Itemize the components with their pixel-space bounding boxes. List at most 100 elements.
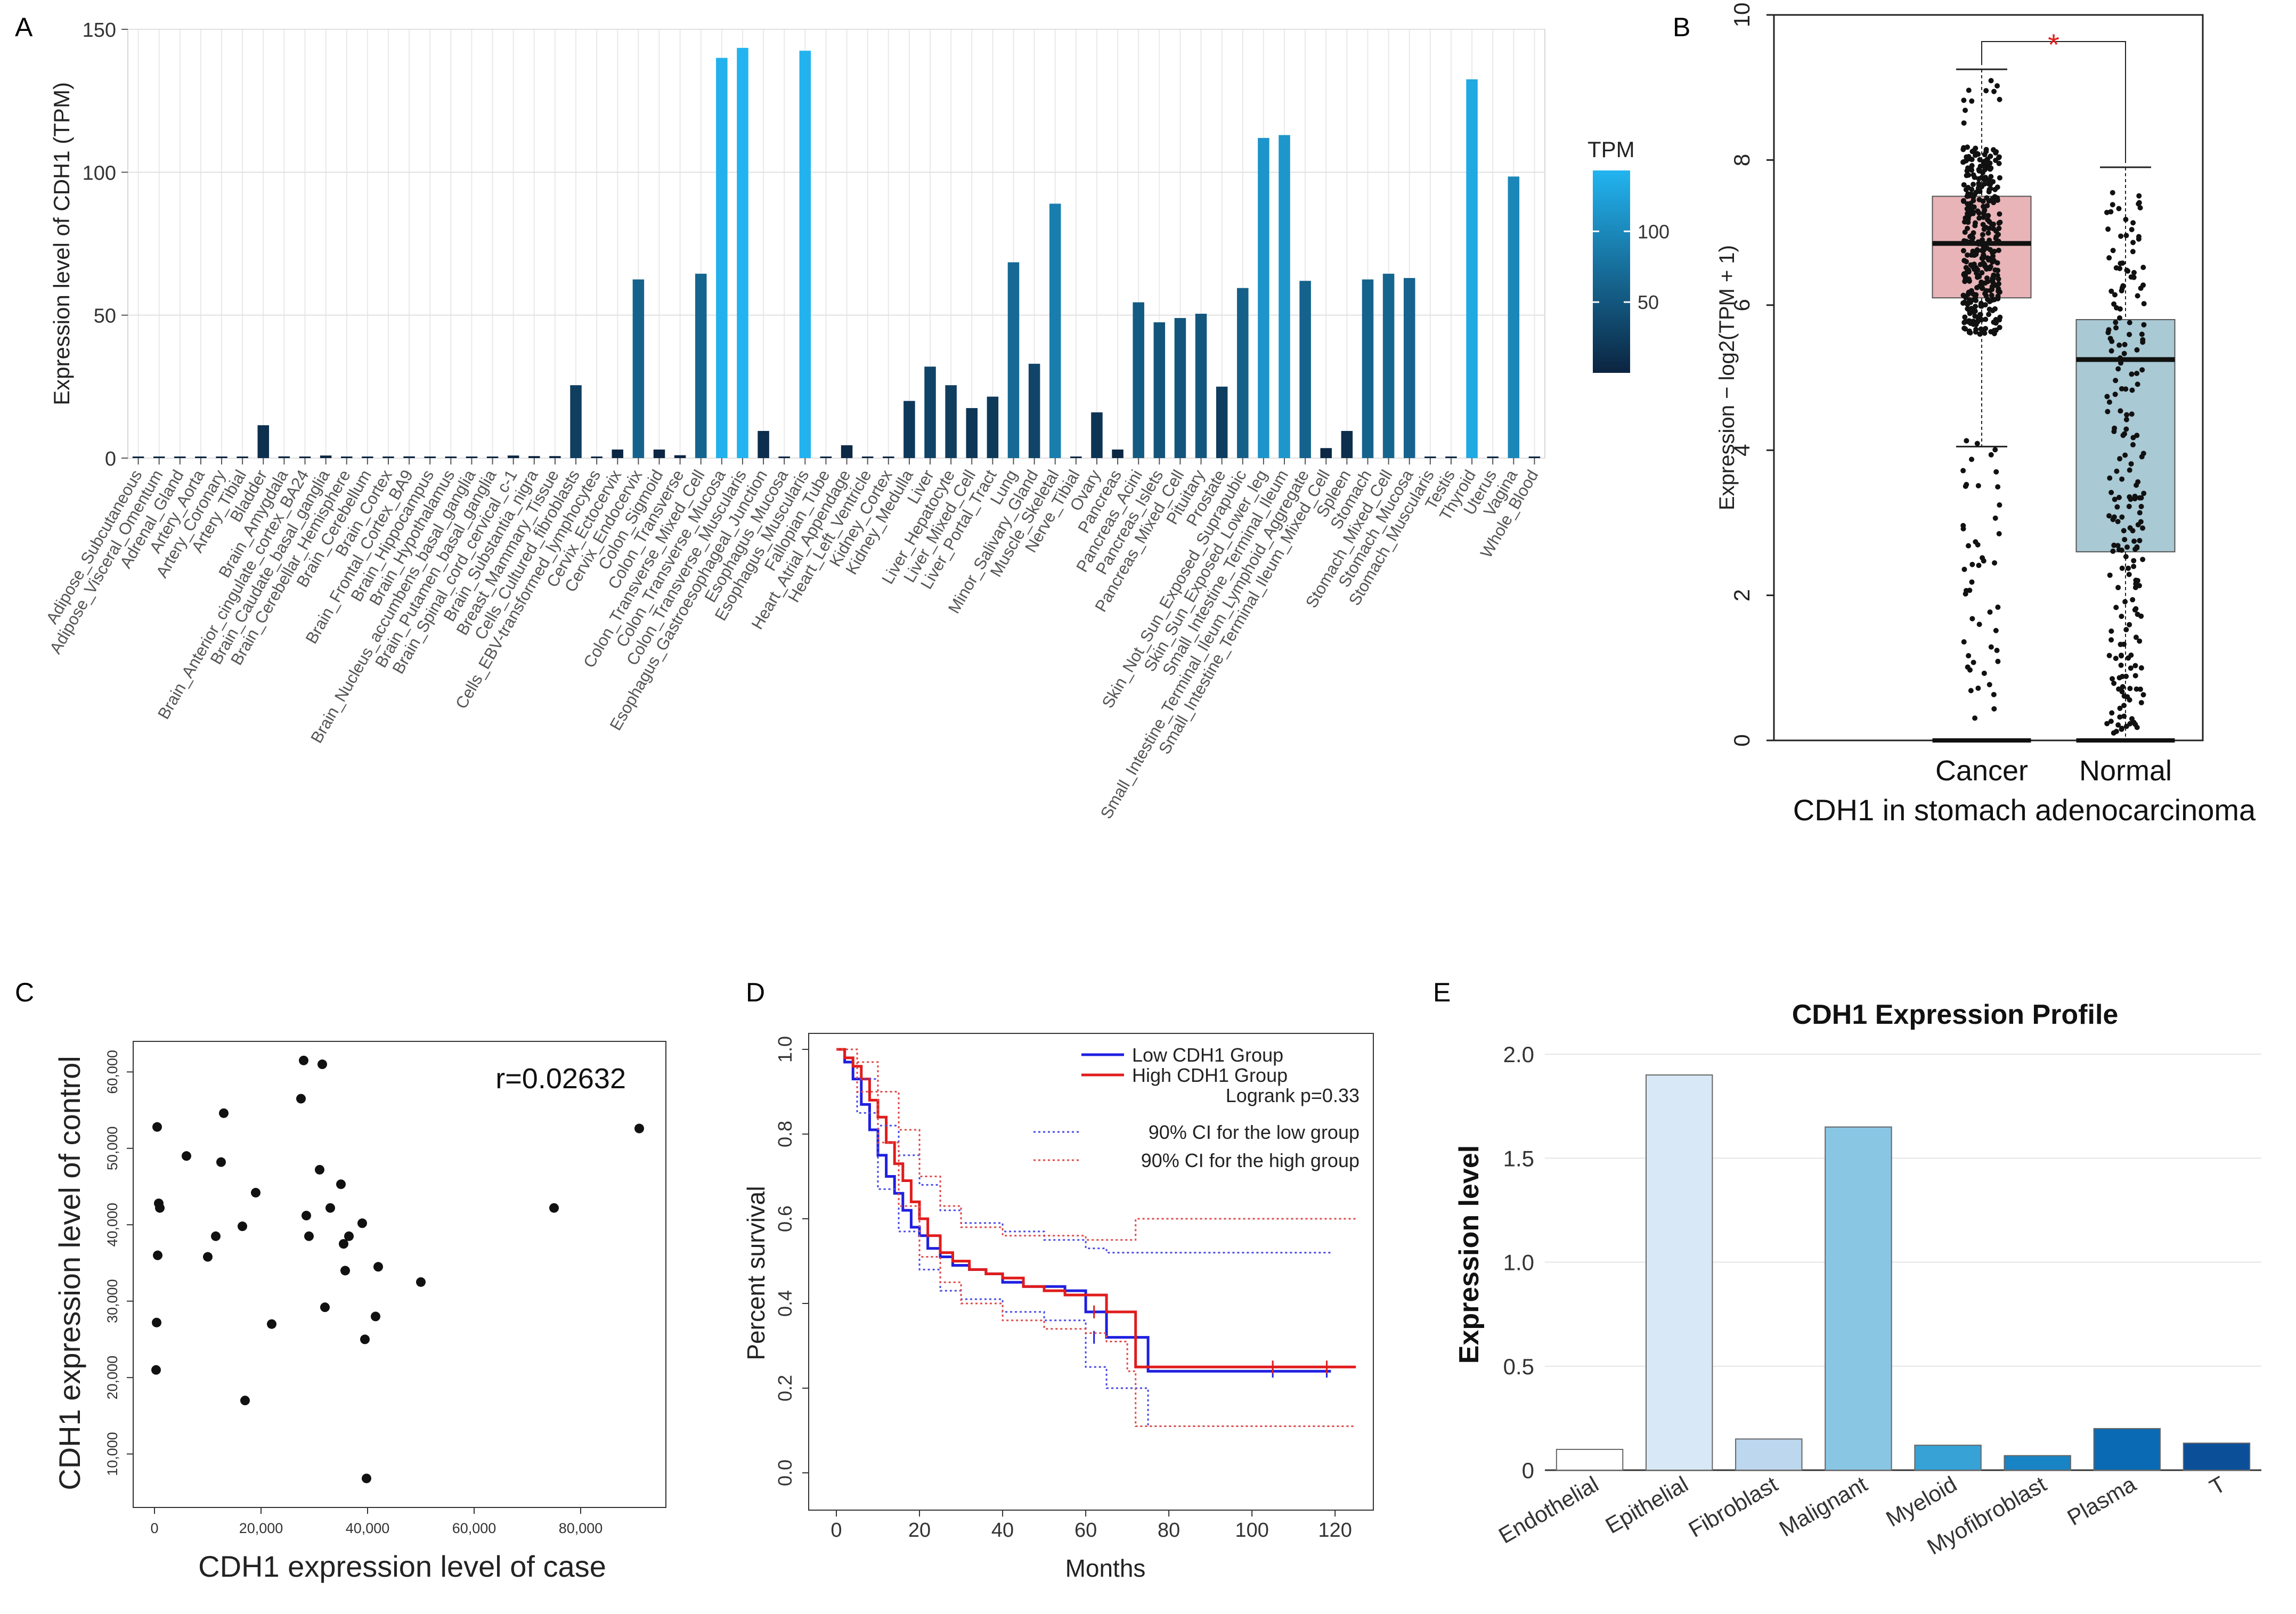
x-tick-label: 40 xyxy=(991,1519,1014,1542)
data-point xyxy=(1990,280,1996,286)
panel-letter-c: C xyxy=(15,977,34,1007)
bar-thyroid xyxy=(1466,79,1478,458)
colorbar-tick-label: 100 xyxy=(1638,221,1670,242)
bar-cervix_endocervix xyxy=(632,279,645,458)
data-point xyxy=(2139,331,2145,337)
data-point xyxy=(317,1059,327,1070)
bar-brain_spinal_cord_cervical_c-1 xyxy=(507,455,519,458)
data-point xyxy=(152,1122,162,1132)
data-point xyxy=(1997,211,2002,217)
data-point xyxy=(211,1231,221,1241)
data-point xyxy=(2112,425,2118,431)
data-point xyxy=(1975,483,1981,488)
data-point xyxy=(2128,665,2134,671)
data-point xyxy=(1994,83,2000,89)
data-point xyxy=(1968,262,1974,268)
data-point xyxy=(1965,185,1971,191)
y-tick-label: 0 xyxy=(1522,1458,1534,1483)
panel-d-survival-curve: 0 20 40 60 80 100 120 0.0 0.2 0.4 0.6 0.8 1.0 Low CDH… xyxy=(742,1033,1374,1582)
data-point xyxy=(2131,539,2137,544)
data-point xyxy=(2133,606,2139,612)
data-point xyxy=(2117,456,2123,462)
data-point xyxy=(1991,328,1997,333)
bar-lung xyxy=(1007,262,1020,458)
y-tick-label: 0.4 xyxy=(774,1290,796,1317)
data-point xyxy=(1992,306,1998,312)
data-point xyxy=(357,1218,367,1228)
data-point xyxy=(2121,703,2127,708)
panel-b-boxplot: 0 2 4 6 8 10 Cancer Normal * Expression − log2(TP… xyxy=(1715,3,2256,827)
data-point xyxy=(1967,330,1973,336)
data-point xyxy=(2120,673,2126,679)
data-point xyxy=(1960,159,1966,165)
data-point xyxy=(1985,230,1991,236)
data-point xyxy=(1970,209,1976,215)
data-point xyxy=(1990,221,1996,227)
bar-liver_hepatocyte xyxy=(945,385,957,458)
bar-pituitary xyxy=(1195,313,1207,458)
data-point xyxy=(1965,664,1971,670)
data-point xyxy=(1972,715,1978,721)
data-point xyxy=(2141,491,2147,496)
data-point xyxy=(1976,273,1982,279)
bar-uterus xyxy=(1487,457,1499,458)
bar-skin_not_sun_exposed_suprapubic xyxy=(1237,288,1249,458)
data-point xyxy=(1961,198,1967,204)
y-tick-label: 50 xyxy=(94,305,116,328)
data-point xyxy=(2116,494,2122,500)
data-point xyxy=(2112,292,2118,298)
data-point xyxy=(2111,301,2117,307)
data-point xyxy=(1993,469,1999,475)
data-point xyxy=(2123,233,2129,239)
data-point xyxy=(1974,285,1980,291)
data-point xyxy=(238,1221,247,1232)
data-point xyxy=(1963,591,1968,597)
correlation-annotation: r=0.02632 xyxy=(495,1063,626,1095)
y-axis-title: Expression level xyxy=(1454,1145,1485,1364)
data-point xyxy=(1987,609,1993,615)
bar-kidney_cortex xyxy=(883,457,894,458)
bar-brain_amygdala xyxy=(278,456,290,458)
x-tick-label: 40,000 xyxy=(346,1520,390,1536)
bar-pancreas xyxy=(1112,449,1123,458)
data-point xyxy=(2127,525,2133,531)
x-tick-label: Endothelial xyxy=(1494,1471,1602,1548)
x-tick-label: 60,000 xyxy=(452,1520,496,1536)
data-point xyxy=(1960,248,1966,254)
data-point xyxy=(2114,305,2120,311)
data-point xyxy=(1977,157,1983,162)
data-point xyxy=(1961,566,1967,572)
data-point xyxy=(2116,315,2122,321)
significance-star: * xyxy=(2048,28,2059,61)
data-point xyxy=(2117,705,2123,711)
bar-plasma xyxy=(2093,1428,2161,1471)
data-point xyxy=(2112,392,2118,397)
bar-brain_hippocampus xyxy=(424,457,436,458)
data-point xyxy=(1986,186,1992,192)
y-axis-title: Expression level of CDH1 (TPM) xyxy=(49,82,74,405)
y-tick-label: 50,000 xyxy=(104,1127,120,1171)
data-point xyxy=(2126,572,2132,577)
data-point xyxy=(1996,531,2002,536)
bar-brain_anterior_cingulate_cortex_ba24 xyxy=(299,457,311,458)
data-point xyxy=(240,1396,250,1406)
y-tick-label: 8 xyxy=(1729,154,1754,166)
bar-heart_left_ventricle xyxy=(861,457,874,458)
data-point xyxy=(2113,605,2119,610)
data-point xyxy=(1991,88,1997,94)
data-point xyxy=(1968,191,1974,197)
y-tick-label: 0 xyxy=(1729,734,1754,746)
data-point xyxy=(182,1151,191,1161)
data-point xyxy=(2110,676,2115,682)
data-point xyxy=(2106,327,2112,333)
data-point xyxy=(2132,721,2138,727)
data-point xyxy=(1975,686,1981,691)
data-point xyxy=(1961,145,1967,151)
data-point xyxy=(2130,249,2136,255)
x-tick-label: Fibroblast xyxy=(1684,1471,1782,1542)
bar-esophagus_muscularis xyxy=(799,51,811,458)
data-point xyxy=(151,1365,161,1375)
data-point xyxy=(1976,181,1982,186)
data-point xyxy=(2137,510,2143,516)
